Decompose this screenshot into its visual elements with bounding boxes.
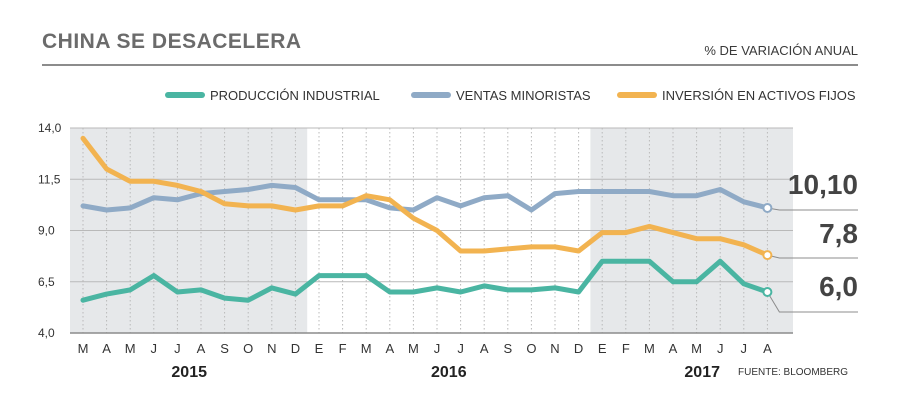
- x-tick-label: E: [598, 341, 607, 356]
- x-tick-label: A: [669, 341, 678, 356]
- x-tick-label: J: [717, 341, 724, 356]
- x-tick-label: A: [385, 341, 394, 356]
- x-tick-label: D: [291, 341, 300, 356]
- series-line: [80, 258, 770, 303]
- x-tick-label: N: [550, 341, 559, 356]
- y-tick-label: 6,5: [38, 275, 55, 289]
- x-tick-label: J: [434, 341, 441, 356]
- year-label: 2017: [684, 364, 720, 381]
- legend-label: INVERSIÓN EN ACTIVOS FIJOS: [662, 88, 856, 103]
- chart-subtitle: % DE VARIACIÓN ANUAL: [704, 43, 858, 58]
- x-tick-label: J: [151, 341, 158, 356]
- x-tick-label: M: [78, 341, 89, 356]
- end-value-label: 10,10: [788, 169, 858, 200]
- x-tick-label: M: [644, 341, 655, 356]
- y-tick-label: 9,0: [38, 224, 55, 238]
- x-tick-label: A: [763, 341, 772, 356]
- legend-label: PRODUCCIÓN INDUSTRIAL: [210, 88, 380, 103]
- x-tick-label: A: [102, 341, 111, 356]
- x-tick-label: A: [197, 341, 206, 356]
- x-tick-label: S: [220, 341, 229, 356]
- end-point-marker: [762, 202, 773, 213]
- legend-label: VENTAS MINORISTAS: [456, 88, 591, 103]
- x-tick-label: M: [691, 341, 702, 356]
- x-tick-label: M: [408, 341, 419, 356]
- x-tick-label: A: [480, 341, 489, 356]
- end-leader-line: [766, 291, 858, 313]
- x-tick-label: M: [125, 341, 136, 356]
- y-tick-label: 11,5: [38, 172, 61, 186]
- series-line: [80, 182, 770, 213]
- x-tick-label: N: [267, 341, 276, 356]
- end-value-label: 6,0: [819, 271, 858, 302]
- end-point-marker: [762, 250, 773, 261]
- x-tick-label: O: [243, 341, 253, 356]
- chart-title: CHINA SE DESACELERA: [42, 30, 302, 53]
- source-note: FUENTE: BLOOMBERG: [738, 367, 848, 378]
- x-tick-label: F: [339, 341, 347, 356]
- x-tick-label: J: [174, 341, 181, 356]
- x-tick-label: S: [503, 341, 512, 356]
- end-value-label: 7,8: [819, 218, 858, 249]
- y-tick-label: 14,0: [38, 121, 62, 135]
- x-tick-label: M: [361, 341, 372, 356]
- end-point-marker: [762, 287, 773, 297]
- series-line: [80, 135, 770, 258]
- x-tick-label: J: [457, 341, 464, 356]
- x-tick-label: O: [526, 341, 536, 356]
- year-label: 2016: [431, 364, 467, 381]
- x-tick-label: E: [315, 341, 324, 356]
- y-tick-label: 4,0: [38, 326, 55, 340]
- year-label: 2015: [171, 364, 207, 381]
- x-tick-label: J: [741, 341, 748, 356]
- x-tick-label: D: [574, 341, 583, 356]
- title-rule: [42, 64, 858, 66]
- x-tick-label: F: [622, 341, 630, 356]
